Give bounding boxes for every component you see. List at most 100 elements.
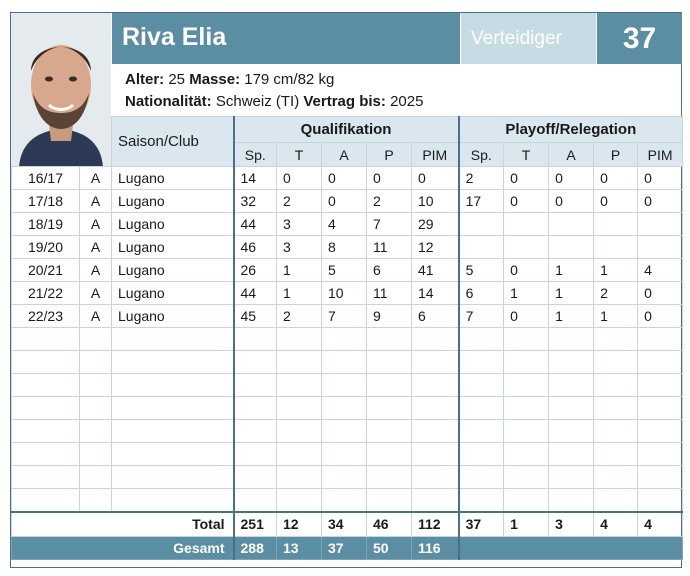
empty-cell	[366, 419, 412, 443]
p-t-cell: 1	[503, 281, 550, 305]
total-row: Total 251 12 34 46 112 37 1 3 4 4	[11, 510, 684, 537]
q-a-header: A	[321, 142, 367, 167]
empty-row	[11, 442, 684, 466]
p-p-header: P	[593, 142, 639, 167]
club-cell: Lugano	[111, 166, 234, 190]
empty-row	[11, 488, 684, 512]
p-t-cell: 0	[503, 304, 550, 328]
gesamt-row: Gesamt 288 13 37 50 116	[11, 536, 684, 560]
empty-cell	[111, 373, 234, 397]
empty-cell	[637, 442, 684, 466]
empty-cell	[548, 327, 595, 351]
q-t-cell: 2	[276, 304, 322, 328]
table-row: 20/21 A Lugano 26 1 5 6 41 5 0 1 1 4	[11, 258, 684, 282]
empty-cell	[593, 419, 639, 443]
total-q-sp: 251	[232, 510, 277, 537]
p-pim-cell: 0	[637, 189, 684, 213]
total-p-a: 3	[548, 510, 595, 537]
empty-cell	[11, 442, 80, 466]
empty-cell	[503, 419, 550, 443]
empty-cell	[366, 350, 412, 374]
league-cell: A	[79, 304, 112, 328]
total-p-pim: 4	[637, 510, 684, 537]
q-t-cell: 0	[276, 166, 322, 190]
total-q-pim: 112	[410, 510, 460, 537]
q-sp-cell: 45	[232, 304, 277, 328]
p-a-cell: 0	[548, 189, 595, 213]
nationality-value: Schweiz (TI)	[215, 93, 300, 110]
empty-cell	[457, 373, 505, 397]
empty-cell	[457, 442, 505, 466]
p-pim-cell: 0	[637, 166, 684, 190]
league-cell: A	[79, 189, 112, 213]
season-cell: 22/23	[11, 304, 80, 328]
q-pim-cell: 14	[410, 281, 460, 305]
table-row: 16/17 A Lugano 14 0 0 0 0 2 0 0 0 0	[11, 166, 684, 190]
empty-cell	[410, 350, 460, 374]
q-pim-cell: 0	[410, 166, 460, 190]
empty-cell	[410, 396, 460, 420]
p-pim-cell	[637, 212, 684, 236]
empty-cell	[503, 442, 550, 466]
empty-row	[11, 373, 684, 397]
gesamt-pim: 116	[410, 536, 460, 560]
empty-cell	[11, 373, 80, 397]
p-pim-cell	[637, 235, 684, 259]
info-line-2: Nationalität: Schweiz (TI) Vertrag bis: …	[125, 91, 423, 113]
empty-cell	[637, 396, 684, 420]
p-sp-header: Sp.	[457, 142, 505, 167]
club-cell: Lugano	[111, 235, 234, 259]
table-row: 22/23 A Lugano 45 2 7 9 6 7 0 1 1 0	[11, 304, 684, 328]
q-p-cell: 0	[366, 166, 412, 190]
empty-cell	[593, 465, 639, 489]
q-pim-cell: 12	[410, 235, 460, 259]
size-label: Masse:	[189, 71, 241, 88]
empty-row	[11, 419, 684, 443]
name-banner: Riva Elia	[112, 13, 460, 64]
empty-row	[11, 350, 684, 374]
empty-cell	[11, 327, 80, 351]
empty-cell	[111, 350, 234, 374]
p-t-cell: 0	[503, 258, 550, 282]
empty-cell	[548, 419, 595, 443]
p-pim-cell: 4	[637, 258, 684, 282]
q-a-cell: 10	[321, 281, 367, 305]
season-cell: 16/17	[11, 166, 80, 190]
empty-cell	[637, 488, 684, 512]
q-a-cell: 4	[321, 212, 367, 236]
player-card: Riva Elia Verteidiger 37 Alter: 25 Masse…	[10, 12, 684, 568]
p-p-cell	[593, 212, 639, 236]
q-sp-cell: 32	[232, 189, 277, 213]
total-q-t: 12	[276, 510, 322, 537]
empty-cell	[276, 396, 322, 420]
empty-cell	[276, 442, 322, 466]
empty-cell	[276, 373, 322, 397]
empty-cell	[232, 396, 277, 420]
league-cell: A	[79, 166, 112, 190]
empty-cell	[366, 373, 412, 397]
empty-cell	[321, 327, 367, 351]
empty-row	[11, 465, 684, 489]
empty-cell	[457, 465, 505, 489]
empty-cell	[321, 442, 367, 466]
season-cell: 18/19	[11, 212, 80, 236]
q-t-cell: 3	[276, 212, 322, 236]
empty-row	[11, 327, 684, 351]
total-q-a: 34	[321, 510, 367, 537]
q-t-cell: 1	[276, 281, 322, 305]
contract-value: 2025	[390, 93, 424, 110]
empty-cell	[276, 419, 322, 443]
empty-cell	[276, 350, 322, 374]
club-cell: Lugano	[111, 189, 234, 213]
p-a-cell: 1	[548, 304, 595, 328]
table-row: 18/19 A Lugano 44 3 4 7 29	[11, 212, 684, 236]
q-p-header: P	[366, 142, 412, 167]
league-cell: A	[79, 281, 112, 305]
q-p-cell: 7	[366, 212, 412, 236]
empty-cell	[503, 373, 550, 397]
p-t-header: T	[503, 142, 550, 167]
empty-cell	[321, 419, 367, 443]
empty-cell	[321, 350, 367, 374]
empty-cell	[366, 465, 412, 489]
p-pim-cell: 0	[637, 304, 684, 328]
